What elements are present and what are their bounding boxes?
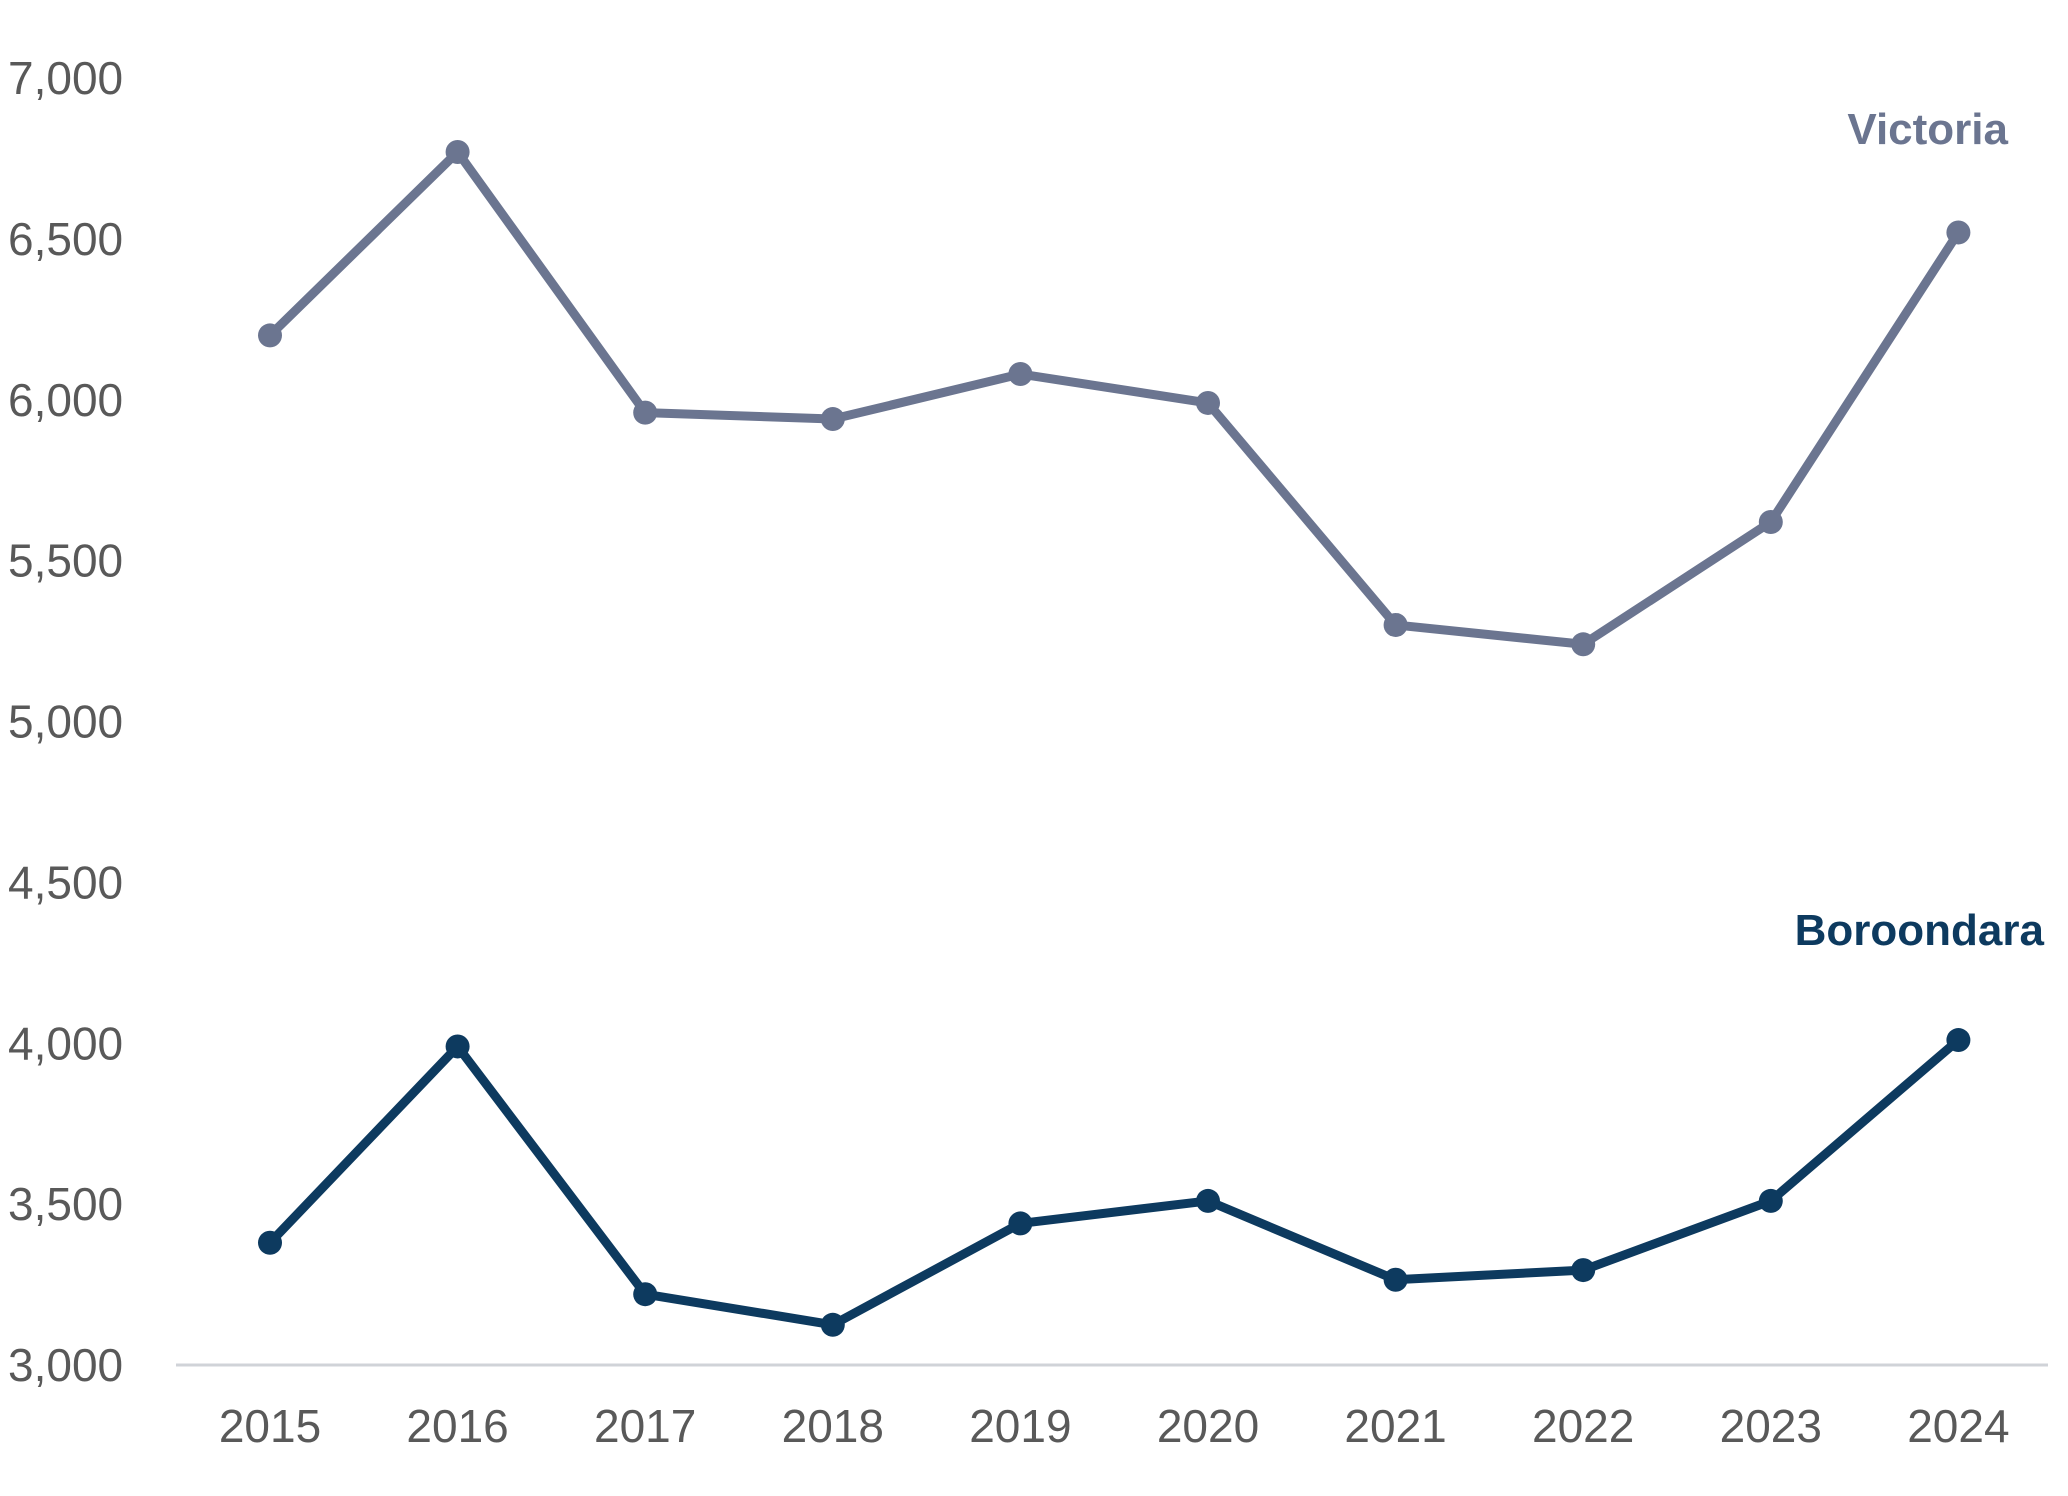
x-tick-label: 2020: [1157, 1400, 1259, 1452]
y-tick-label: 4,000: [8, 1017, 123, 1069]
data-point-victoria: [258, 323, 282, 348]
series-line-boroondara: [265, 1035, 1963, 1330]
y-tick-label: 6,000: [8, 374, 123, 426]
data-point-victoria: [633, 400, 658, 425]
data-point-boroondara: [1383, 1267, 1408, 1292]
x-tick-label: 2023: [1720, 1400, 1822, 1452]
series-layer: [258, 140, 1971, 1337]
data-point-boroondara: [1008, 1211, 1033, 1236]
x-tick-label: 2018: [782, 1400, 884, 1452]
x-axis-ticks: 2015 2016 2017 2018 2019 2020 2021 2022 2023 2024: [219, 1400, 2010, 1452]
x-tick-label: 2022: [1532, 1400, 1634, 1452]
series-boroondara: [258, 1028, 1971, 1337]
data-point-boroondara: [445, 1034, 470, 1059]
series-line-victoria: [265, 147, 1963, 649]
data-point-victoria: [1758, 510, 1783, 535]
y-tick-label: 6,500: [8, 213, 123, 265]
data-point-boroondara: [1946, 1028, 1971, 1053]
x-tick-label: 2024: [1907, 1400, 2009, 1452]
data-point-victoria: [1571, 632, 1596, 657]
series-victoria: [258, 140, 1971, 657]
data-point-boroondara: [258, 1230, 282, 1255]
y-tick-label: 5,000: [8, 696, 123, 748]
data-point-victoria: [1008, 362, 1033, 387]
x-tick-label: 2017: [594, 1400, 696, 1452]
data-point-boroondara: [1196, 1188, 1220, 1213]
x-tick-label: 2019: [969, 1400, 1071, 1452]
data-point-victoria: [1383, 612, 1408, 637]
data-point-victoria: [820, 407, 845, 432]
data-point-boroondara: [1571, 1258, 1596, 1283]
data-point-boroondara: [633, 1282, 658, 1307]
series-label-boroondara: Boroondara: [1795, 906, 2045, 955]
y-tick-label: 7,000: [8, 52, 123, 104]
y-tick-label: 5,500: [8, 535, 123, 587]
data-point-victoria: [1196, 390, 1220, 415]
x-tick-label: 2021: [1344, 1400, 1446, 1452]
data-point-victoria: [1946, 220, 1971, 245]
series-labels: Victoria Boroondara: [1795, 105, 2045, 955]
data-point-boroondara: [1758, 1188, 1783, 1213]
series-label-victoria: Victoria: [1847, 105, 2008, 154]
data-point-victoria: [445, 140, 470, 165]
y-tick-label: 4,500: [8, 856, 123, 908]
x-tick-label: 2016: [406, 1400, 508, 1452]
y-tick-label: 3,500: [8, 1178, 123, 1230]
x-tick-label: 2015: [219, 1400, 321, 1452]
y-axis-ticks: 3,000 3,500 4,000 4,500 5,000 5,500 6,000 6,500…: [8, 52, 123, 1391]
y-tick-label: 3,000: [8, 1339, 123, 1391]
data-point-boroondara: [820, 1312, 845, 1337]
